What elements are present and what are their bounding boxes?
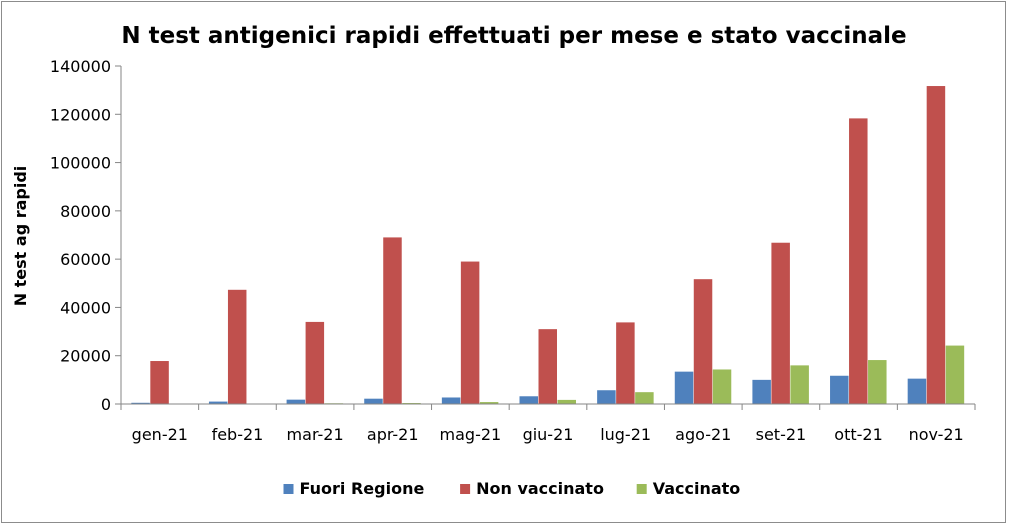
x-tick-label: apr-21 <box>367 425 419 444</box>
bar-non-vaccinato-lug-21 <box>616 322 635 404</box>
bar-non-vaccinato-giu-21 <box>538 329 557 404</box>
y-tick-label: 60000 <box>60 250 111 269</box>
bar-fuori-regione-lug-21 <box>597 390 616 404</box>
y-tick-label: 140000 <box>50 57 111 76</box>
bar-vaccinato-nov-21 <box>945 345 965 404</box>
bar-non-vaccinato-nov-21 <box>926 86 946 404</box>
bar-non-vaccinato-mar-21 <box>305 321 325 404</box>
x-tick-label: lug-21 <box>600 425 651 444</box>
bar-vaccinato-lug-21 <box>635 392 654 404</box>
x-tick-label: nov-21 <box>909 425 964 444</box>
y-tick-label: 120000 <box>50 105 111 124</box>
bar-fuori-regione-feb-21 <box>208 401 228 404</box>
bar-non-vaccinato-ago-21 <box>693 279 713 404</box>
x-tick-label: ago-21 <box>675 425 731 444</box>
axes <box>120 66 975 405</box>
bars <box>131 86 965 404</box>
bar-non-vaccinato-ott-21 <box>849 118 868 404</box>
bar-vaccinato-set-21 <box>790 365 809 404</box>
y-tick-label: 0 <box>101 395 111 414</box>
x-axis-ticks: gen-21 feb-21 mar-21 apr-21 mag-21 giu-21 lug-… <box>120 404 976 444</box>
x-tick-label: gen-21 <box>132 425 188 444</box>
bar-fuori-regione-apr-21 <box>364 398 383 404</box>
bar-vaccinato-ago-21 <box>712 369 732 404</box>
legend-label: Vaccinato <box>653 479 741 498</box>
bar-non-vaccinato-feb-21 <box>227 289 247 404</box>
bar-fuori-regione-set-21 <box>752 379 771 404</box>
legend-swatch <box>283 484 294 494</box>
y-tick-label: 20000 <box>60 347 111 366</box>
y-tick-label: 80000 <box>60 202 111 221</box>
bar-vaccinato-giu-21 <box>557 399 576 404</box>
x-tick-label: mag-21 <box>440 425 502 444</box>
legend-label: Fuori Regione <box>300 479 425 498</box>
legend: Fuori Regione Non vaccinato Vaccinato <box>283 479 741 498</box>
y-tick-label: 40000 <box>60 298 111 317</box>
x-tick-label: feb-21 <box>212 425 264 444</box>
bar-fuori-regione-ott-21 <box>830 375 849 404</box>
x-tick-label: giu-21 <box>523 425 574 444</box>
bar-fuori-regione-giu-21 <box>519 396 538 404</box>
bar-non-vaccinato-set-21 <box>771 242 790 404</box>
x-tick-label: mar-21 <box>287 425 344 444</box>
chart-title: N test antigenici rapidi effettuati per … <box>121 23 906 49</box>
bar-non-vaccinato-apr-21 <box>383 237 402 404</box>
legend-swatch <box>460 484 471 494</box>
bar-non-vaccinato-mag-21 <box>460 261 480 404</box>
legend-swatch <box>636 484 647 494</box>
bar-vaccinato-ott-21 <box>868 360 887 404</box>
bar-fuori-regione-mar-21 <box>286 399 306 404</box>
y-tick-label: 100000 <box>50 154 111 173</box>
bar-non-vaccinato-gen-21 <box>150 361 169 404</box>
x-tick-label: ott-21 <box>834 425 882 444</box>
bar-fuori-regione-gen-21 <box>131 402 150 404</box>
y-axis-label: N test ag rapidi <box>11 166 30 307</box>
bar-fuori-regione-mag-21 <box>441 397 461 404</box>
x-tick-label: set-21 <box>756 425 807 444</box>
bar-vaccinato-mag-21 <box>479 402 499 404</box>
bar-fuori-regione-ago-21 <box>674 371 694 404</box>
legend-label: Non vaccinato <box>476 479 604 498</box>
y-axis-ticks: 0 20000 40000 60000 80000 100000 120000 140000 <box>50 57 121 414</box>
bar-fuori-regione-nov-21 <box>907 378 927 404</box>
